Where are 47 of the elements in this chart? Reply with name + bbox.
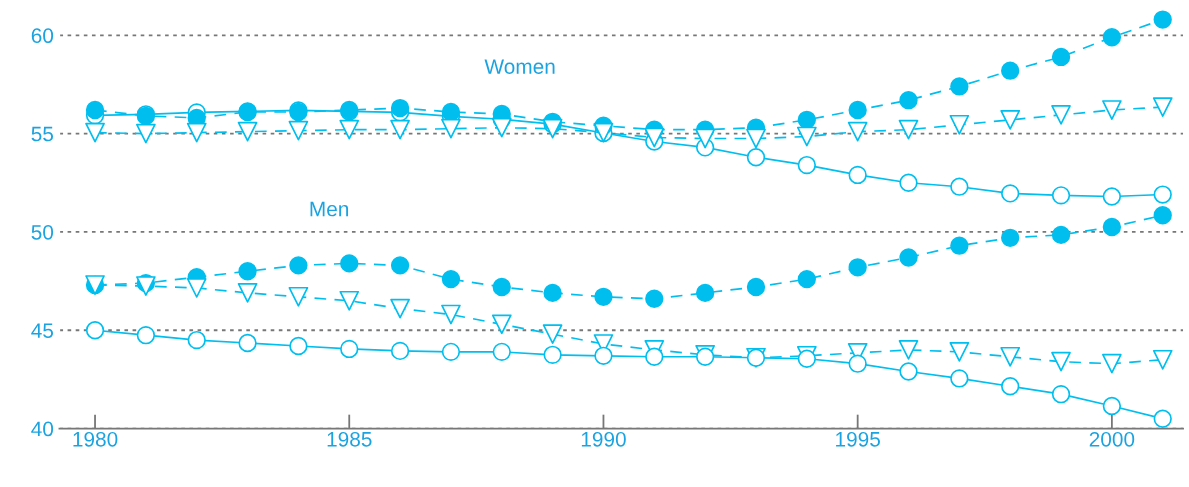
point xyxy=(441,304,461,325)
x-tick-label: 2000 xyxy=(1089,431,1135,447)
point xyxy=(949,342,970,362)
point xyxy=(390,119,410,140)
point xyxy=(746,128,766,149)
y-tick-label: 55 xyxy=(31,126,54,142)
x-tick-label: 1995 xyxy=(836,431,880,447)
y-tick-label: 60 xyxy=(31,28,54,44)
point xyxy=(1152,349,1173,370)
point xyxy=(339,290,360,311)
y-tick-label: 40 xyxy=(31,421,54,437)
point xyxy=(898,119,919,140)
point xyxy=(1102,100,1122,120)
point xyxy=(1102,353,1122,374)
y-tick-label: 50 xyxy=(31,224,54,240)
point xyxy=(491,314,512,335)
point xyxy=(136,123,156,144)
point xyxy=(949,114,970,135)
point xyxy=(1000,109,1021,130)
point xyxy=(1152,97,1173,117)
point xyxy=(237,283,258,303)
point xyxy=(85,122,105,143)
point xyxy=(898,340,919,360)
point xyxy=(186,278,207,298)
point xyxy=(542,324,563,345)
point xyxy=(288,286,309,307)
y-tick-label: 45 xyxy=(31,323,54,338)
point xyxy=(1000,346,1021,367)
point xyxy=(186,122,207,143)
point xyxy=(847,121,868,142)
x-tick-label: 1985 xyxy=(327,431,372,447)
point xyxy=(491,117,512,138)
x-tick-label: 1980 xyxy=(73,431,118,447)
point xyxy=(339,119,360,140)
point xyxy=(441,118,461,139)
point xyxy=(1051,351,1071,372)
point xyxy=(1051,105,1071,125)
point xyxy=(644,127,665,148)
point xyxy=(695,128,716,149)
annotation: Women xyxy=(484,59,555,74)
point xyxy=(390,298,410,319)
point xyxy=(237,121,258,142)
point xyxy=(288,120,309,141)
point xyxy=(796,126,817,147)
point xyxy=(542,118,563,139)
annotation: Men xyxy=(310,201,349,217)
x-tick-label: 1990 xyxy=(581,431,626,447)
